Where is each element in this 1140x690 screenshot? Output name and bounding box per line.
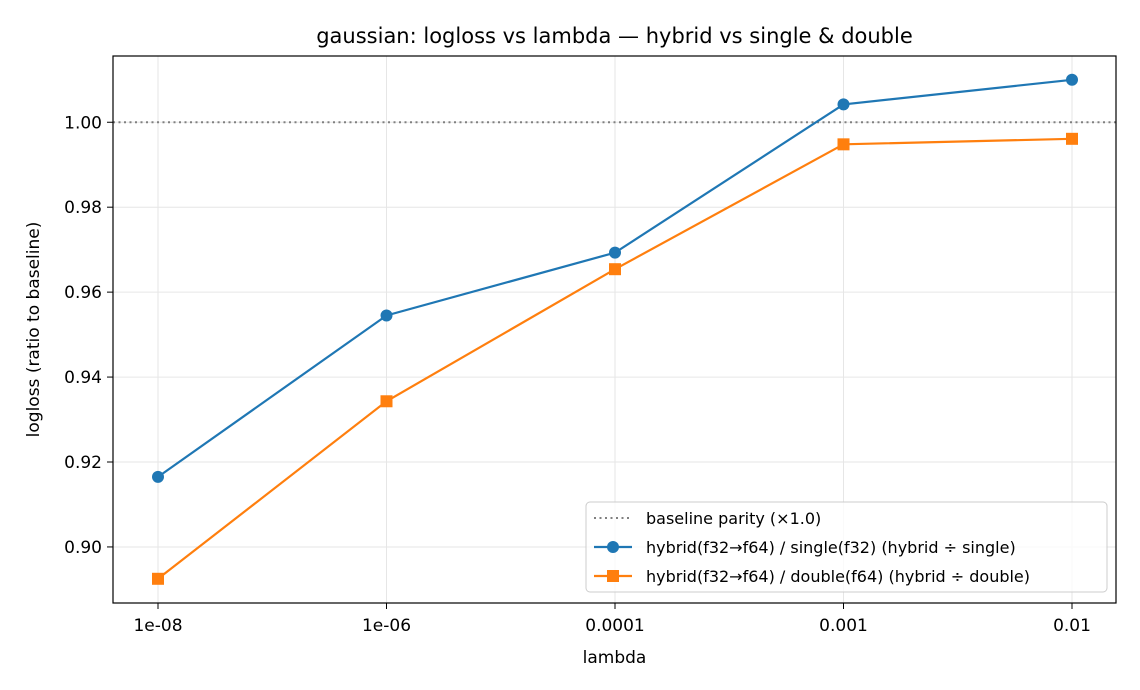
series-2: [152, 132, 1078, 585]
series-point: [380, 395, 393, 408]
legend-box: [585, 501, 1108, 593]
series-point: [1066, 132, 1078, 145]
y-axis-label: logloss (ratio to baseline): [24, 222, 44, 438]
x-tick-label: 0.001: [819, 616, 868, 636]
series-point: [152, 470, 164, 483]
series-point: [152, 572, 164, 585]
legend-entry-baseline: baseline parity (×1.0): [594, 509, 821, 528]
x-tick-label: 0.01: [1053, 616, 1091, 636]
legend-marker: [607, 541, 619, 553]
series-point: [609, 263, 621, 276]
legend-marker: [607, 570, 619, 582]
legend: baseline parity (×1.0) hybrid(f32→f64) / …: [585, 501, 1108, 593]
x-tick-label: 1e-08: [133, 616, 182, 636]
y-tick-label: 0.94: [64, 368, 102, 388]
axis-ticks: 1e-08 1e-06 0.0001 0.001 0.01 0.90 0.92 0.94 0.9…: [64, 113, 1091, 636]
series-point: [609, 246, 621, 259]
y-tick-label: 0.96: [64, 283, 102, 303]
series-1: [152, 73, 1078, 483]
series-point: [837, 138, 850, 151]
y-tick-label: 1.00: [64, 113, 102, 133]
chart-title: gaussian: logloss vs lambda — hybrid vs …: [316, 24, 913, 48]
series-group: [152, 73, 1078, 585]
y-tick-label: 0.90: [64, 538, 102, 558]
legend-entry-series-2: hybrid(f32→f64) / double(f64) (hybrid ÷ …: [594, 567, 1030, 586]
y-tick-label: 0.98: [64, 198, 102, 218]
x-tick-label: 1e-06: [362, 616, 411, 636]
y-tick-label: 0.92: [64, 453, 102, 473]
x-tick-label: 0.0001: [585, 616, 644, 636]
series-point: [380, 309, 393, 322]
x-axis-label: lambda: [583, 648, 647, 668]
series-point: [837, 98, 850, 111]
series-point: [1066, 73, 1078, 86]
legend-label: baseline parity (×1.0): [646, 509, 821, 528]
legend-label: hybrid(f32→f64) / single(f32) (hybrid ÷ …: [646, 538, 1016, 557]
legend-label: hybrid(f32→f64) / double(f64) (hybrid ÷ …: [646, 567, 1030, 586]
legend-entry-series-1: hybrid(f32→f64) / single(f32) (hybrid ÷ …: [594, 538, 1016, 557]
